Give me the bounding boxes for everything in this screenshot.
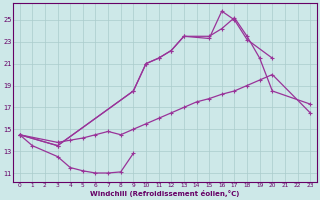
X-axis label: Windchill (Refroidissement éolien,°C): Windchill (Refroidissement éolien,°C): [90, 190, 240, 197]
